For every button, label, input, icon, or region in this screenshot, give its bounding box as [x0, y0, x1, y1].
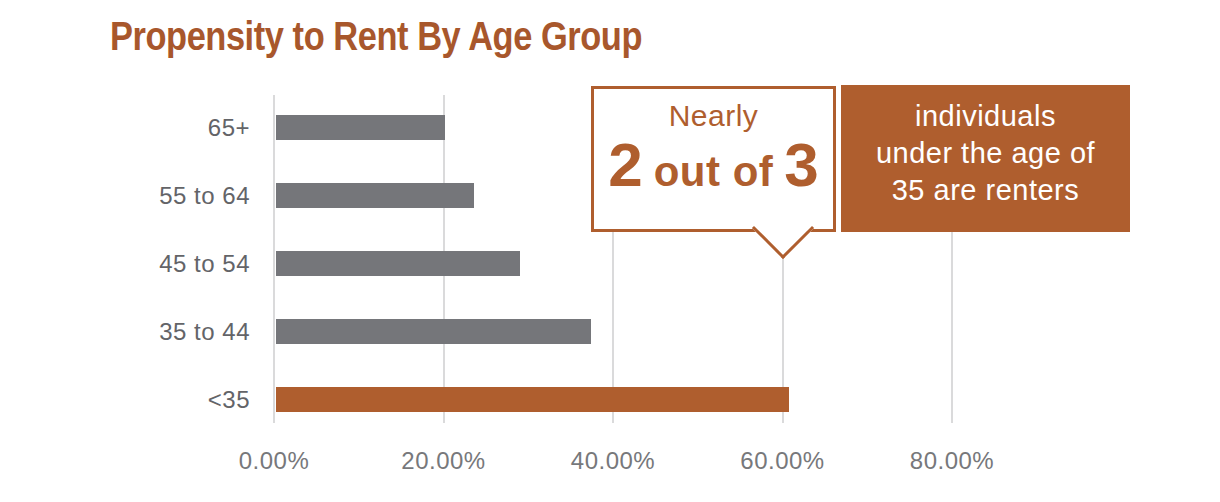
ratio-connector: out of — [654, 151, 774, 193]
callout-intro-text: Nearly — [594, 100, 833, 132]
bar-55-to-64 — [276, 183, 474, 208]
ratio-denominator: 3 — [784, 134, 818, 196]
value-tick-label: 80.00% — [882, 447, 1022, 475]
category-label: 65+ — [90, 114, 250, 142]
value-tick-label: 60.00% — [713, 447, 853, 475]
chart-title: Propensity to Rent By Age Group — [110, 14, 642, 58]
category-label: 45 to 54 — [90, 250, 250, 278]
bar-45-to-54 — [276, 251, 520, 276]
callout-stat-box: Nearly 2 out of 3 — [591, 86, 836, 232]
renter-propensity-infographic: Propensity to Rent By Age Group 65+ 55 to… — [0, 0, 1220, 502]
bar-65+ — [276, 115, 445, 140]
category-label: 35 to 44 — [90, 318, 250, 346]
category-label: 55 to 64 — [90, 182, 250, 210]
callout-description-line: under the age of — [841, 135, 1130, 172]
callout-description-line: 35 are renters — [841, 172, 1130, 209]
value-tick-label: 0.00% — [204, 447, 344, 475]
category-label: <35 — [90, 386, 250, 414]
callout-ratio: 2 out of 3 — [594, 134, 833, 196]
bar-<35 — [276, 387, 789, 412]
callout-description-box: individuals under the age of 35 are rent… — [841, 85, 1130, 232]
bar-35-to-44 — [276, 319, 591, 344]
value-tick-label: 40.00% — [543, 447, 683, 475]
value-tick-label: 20.00% — [374, 447, 514, 475]
callout-description-line: individuals — [841, 98, 1130, 135]
gridline-0 — [273, 95, 275, 423]
ratio-numerator: 2 — [608, 134, 642, 196]
